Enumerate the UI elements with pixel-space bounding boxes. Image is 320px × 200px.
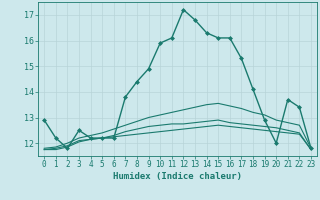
X-axis label: Humidex (Indice chaleur): Humidex (Indice chaleur) [113,172,242,181]
